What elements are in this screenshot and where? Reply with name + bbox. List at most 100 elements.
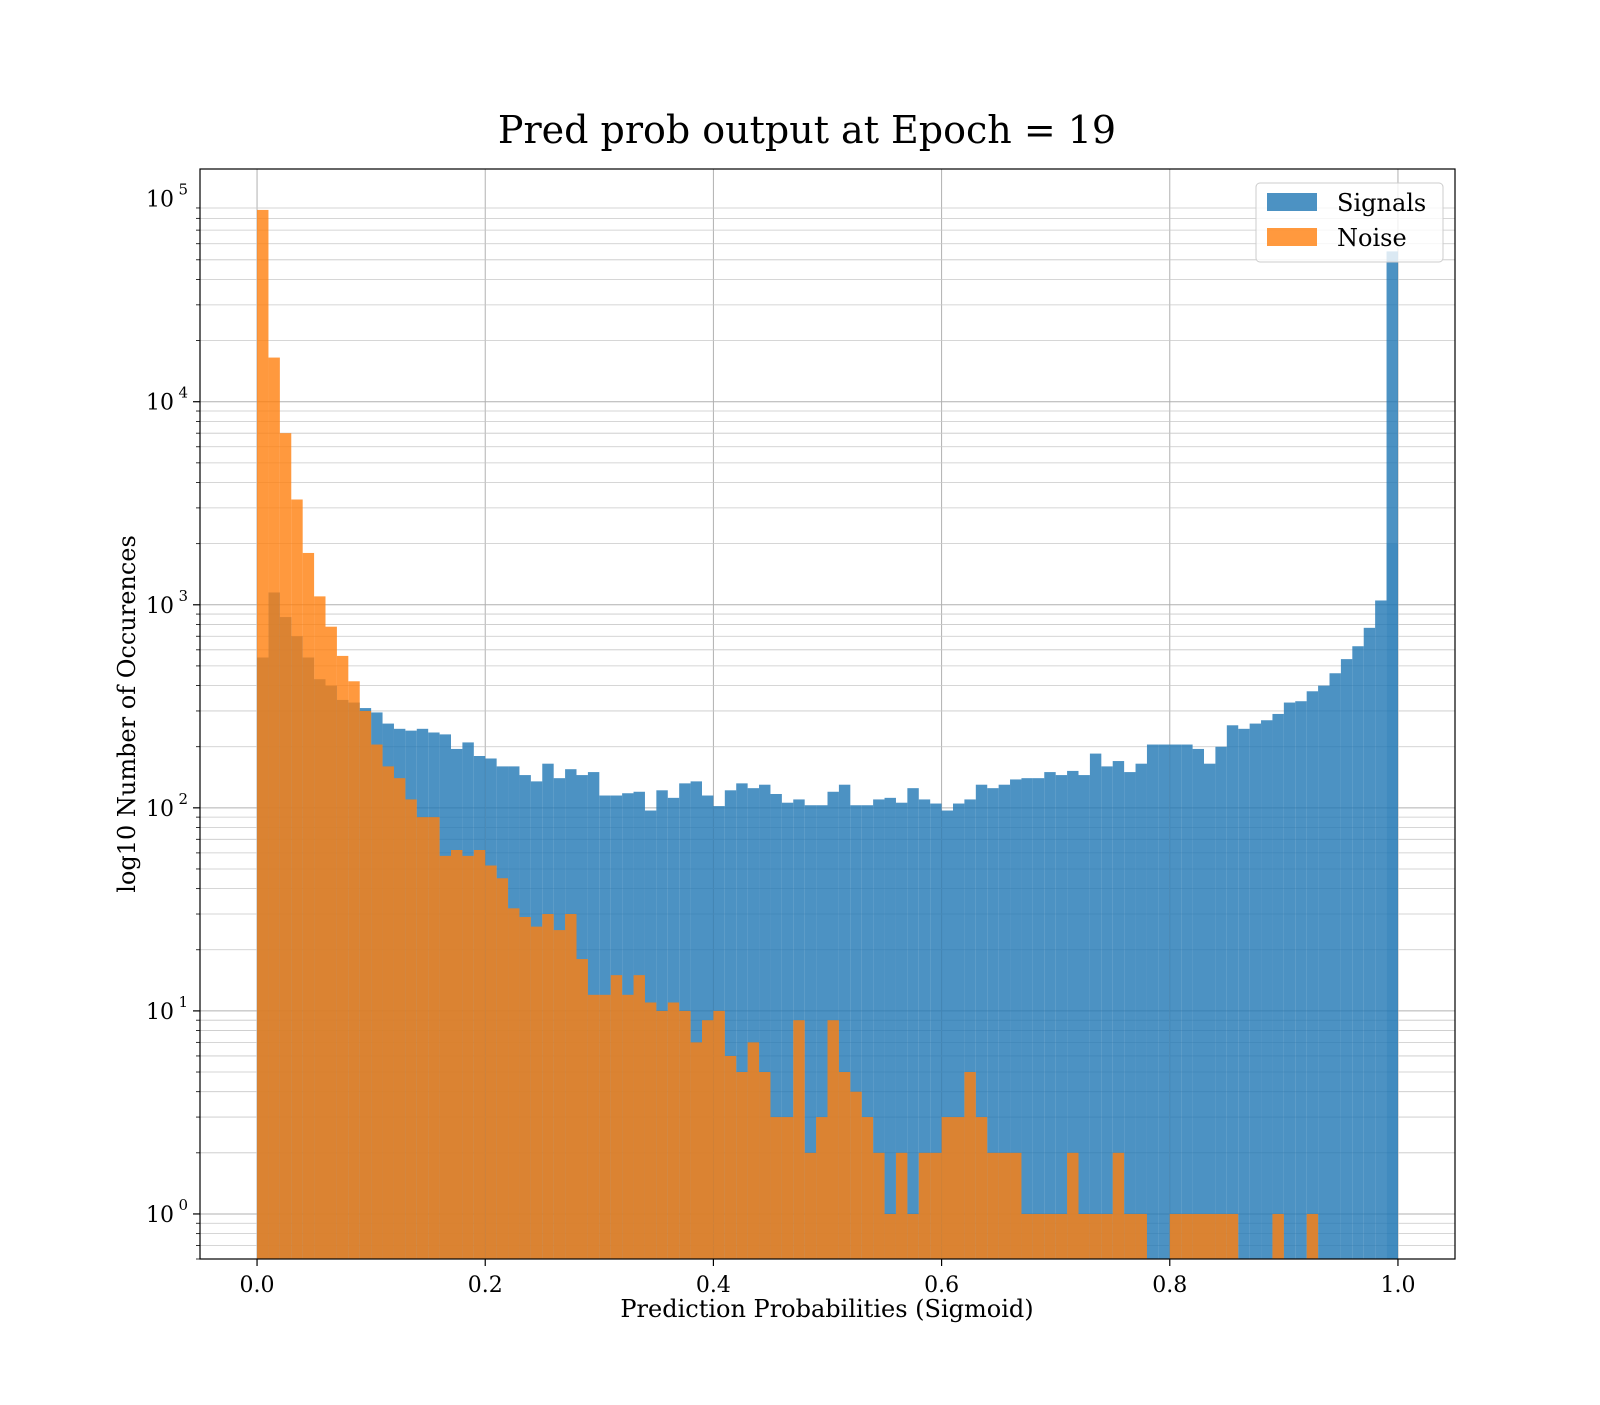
bar-noise	[610, 975, 623, 1259]
bar-signals	[747, 788, 760, 1259]
bar-signals	[918, 799, 931, 1259]
bar-noise	[793, 1020, 805, 1259]
bar-noise	[587, 994, 600, 1259]
y-tick-exponent: 2	[178, 790, 188, 808]
bar-signals	[895, 802, 908, 1259]
legend-label-noise: Noise	[1337, 224, 1407, 252]
bar-signals	[1352, 646, 1364, 1259]
x-tick-label: 1.0	[1380, 1273, 1415, 1298]
bar-noise	[667, 1002, 680, 1259]
bar-noise	[1192, 1213, 1204, 1259]
bar-signals	[930, 803, 942, 1259]
bar-noise	[451, 849, 463, 1259]
bar-noise	[1272, 1213, 1284, 1259]
bar-signals	[1318, 685, 1330, 1259]
bar-signals-base	[1386, 543, 1398, 1259]
bar-signals	[941, 810, 953, 1259]
bar-signals	[1032, 778, 1045, 1259]
bar-signals	[1169, 744, 1182, 1259]
bar-noise	[279, 433, 292, 1259]
bar-noise	[918, 1152, 931, 1259]
bar-signals	[1067, 770, 1079, 1259]
bar-signals	[987, 788, 999, 1259]
bar-noise	[508, 908, 520, 1259]
bar-signals	[838, 784, 851, 1259]
bar-noise	[953, 1117, 965, 1259]
bar-signals	[816, 805, 828, 1259]
bar-signals	[1226, 725, 1239, 1259]
bar-noise	[975, 1117, 988, 1259]
y-tick-exponent: 4	[178, 384, 188, 402]
y-tick-label: 10	[146, 1203, 174, 1228]
bar-noise	[998, 1152, 1011, 1259]
bar-signals	[1146, 744, 1159, 1259]
x-axis-label: Prediction Probabilities (Sigmoid)	[620, 1295, 1033, 1323]
bar-noise	[416, 817, 429, 1259]
bar-noise	[1204, 1213, 1216, 1259]
bar-noise	[519, 917, 531, 1259]
bar-signals	[964, 799, 976, 1259]
bar-noise	[838, 1072, 851, 1259]
bar-noise	[542, 914, 554, 1259]
bar-signals	[1192, 748, 1204, 1259]
bar-noise	[702, 1020, 714, 1259]
bar-signals	[907, 788, 919, 1259]
bar-signals	[1261, 720, 1273, 1259]
bar-noise	[1055, 1213, 1068, 1259]
bar-noise	[473, 849, 486, 1259]
y-tick-label: 10	[146, 1000, 174, 1025]
legend-label-signals: Signals	[1337, 189, 1426, 217]
bar-signals	[1363, 627, 1376, 1259]
x-tick-label: 0.6	[924, 1273, 959, 1298]
bar-signals	[759, 784, 771, 1259]
bar-signals	[781, 802, 794, 1259]
bar-signals	[953, 803, 965, 1259]
bar-signals	[1238, 728, 1250, 1259]
bar-signals	[1135, 763, 1147, 1259]
y-tick-exponent: 3	[178, 587, 188, 605]
bar-noise	[462, 855, 474, 1259]
bar-noise	[884, 1213, 896, 1259]
bar-signals	[724, 790, 737, 1259]
bar-noise	[1124, 1213, 1136, 1259]
bar-signals	[1306, 691, 1319, 1259]
bar-noise	[747, 1042, 760, 1259]
bar-noise	[336, 655, 349, 1259]
y-tick-label: 10	[146, 391, 174, 416]
bar-noise	[644, 1002, 657, 1259]
bar-signals	[975, 784, 988, 1259]
x-tick-label: 0.0	[240, 1273, 275, 1298]
x-tick-label: 0.2	[468, 1273, 503, 1298]
bar-noise	[1089, 1213, 1102, 1259]
bar-signals	[804, 805, 817, 1259]
bar-signals	[1021, 778, 1033, 1259]
bar-noise	[1215, 1213, 1227, 1259]
bar-noise	[759, 1072, 771, 1259]
bar-noise	[633, 975, 645, 1259]
bar-noise	[359, 710, 372, 1259]
bar-noise	[873, 1152, 885, 1259]
y-tick-label: 10	[146, 188, 174, 213]
bar-noise	[382, 766, 394, 1259]
y-tick-exponent: 1	[178, 993, 188, 1011]
bar-signals	[861, 805, 874, 1259]
bar-noise	[1044, 1213, 1056, 1259]
legend: Signals Noise	[1255, 182, 1444, 263]
bar-noise	[553, 930, 566, 1259]
bar-noise	[1181, 1213, 1193, 1259]
bar-noise	[861, 1117, 874, 1259]
bar-signals	[1181, 744, 1193, 1259]
y-axis-label: log10 Number of Occurences	[113, 535, 141, 893]
bar-noise	[496, 878, 509, 1259]
bar-signals	[884, 797, 896, 1259]
x-tick-label: 0.8	[1152, 1273, 1187, 1298]
bar-noise	[393, 778, 406, 1259]
bar-signals	[1158, 744, 1170, 1259]
bar-noise	[1306, 1213, 1319, 1259]
bar-noise	[816, 1117, 828, 1259]
bar-noise	[850, 1091, 862, 1259]
bar-noise	[1078, 1213, 1090, 1259]
